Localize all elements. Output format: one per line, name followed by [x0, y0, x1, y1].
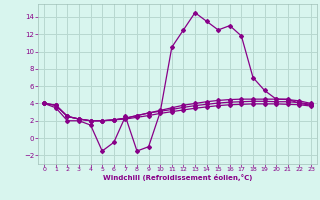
- X-axis label: Windchill (Refroidissement éolien,°C): Windchill (Refroidissement éolien,°C): [103, 174, 252, 181]
